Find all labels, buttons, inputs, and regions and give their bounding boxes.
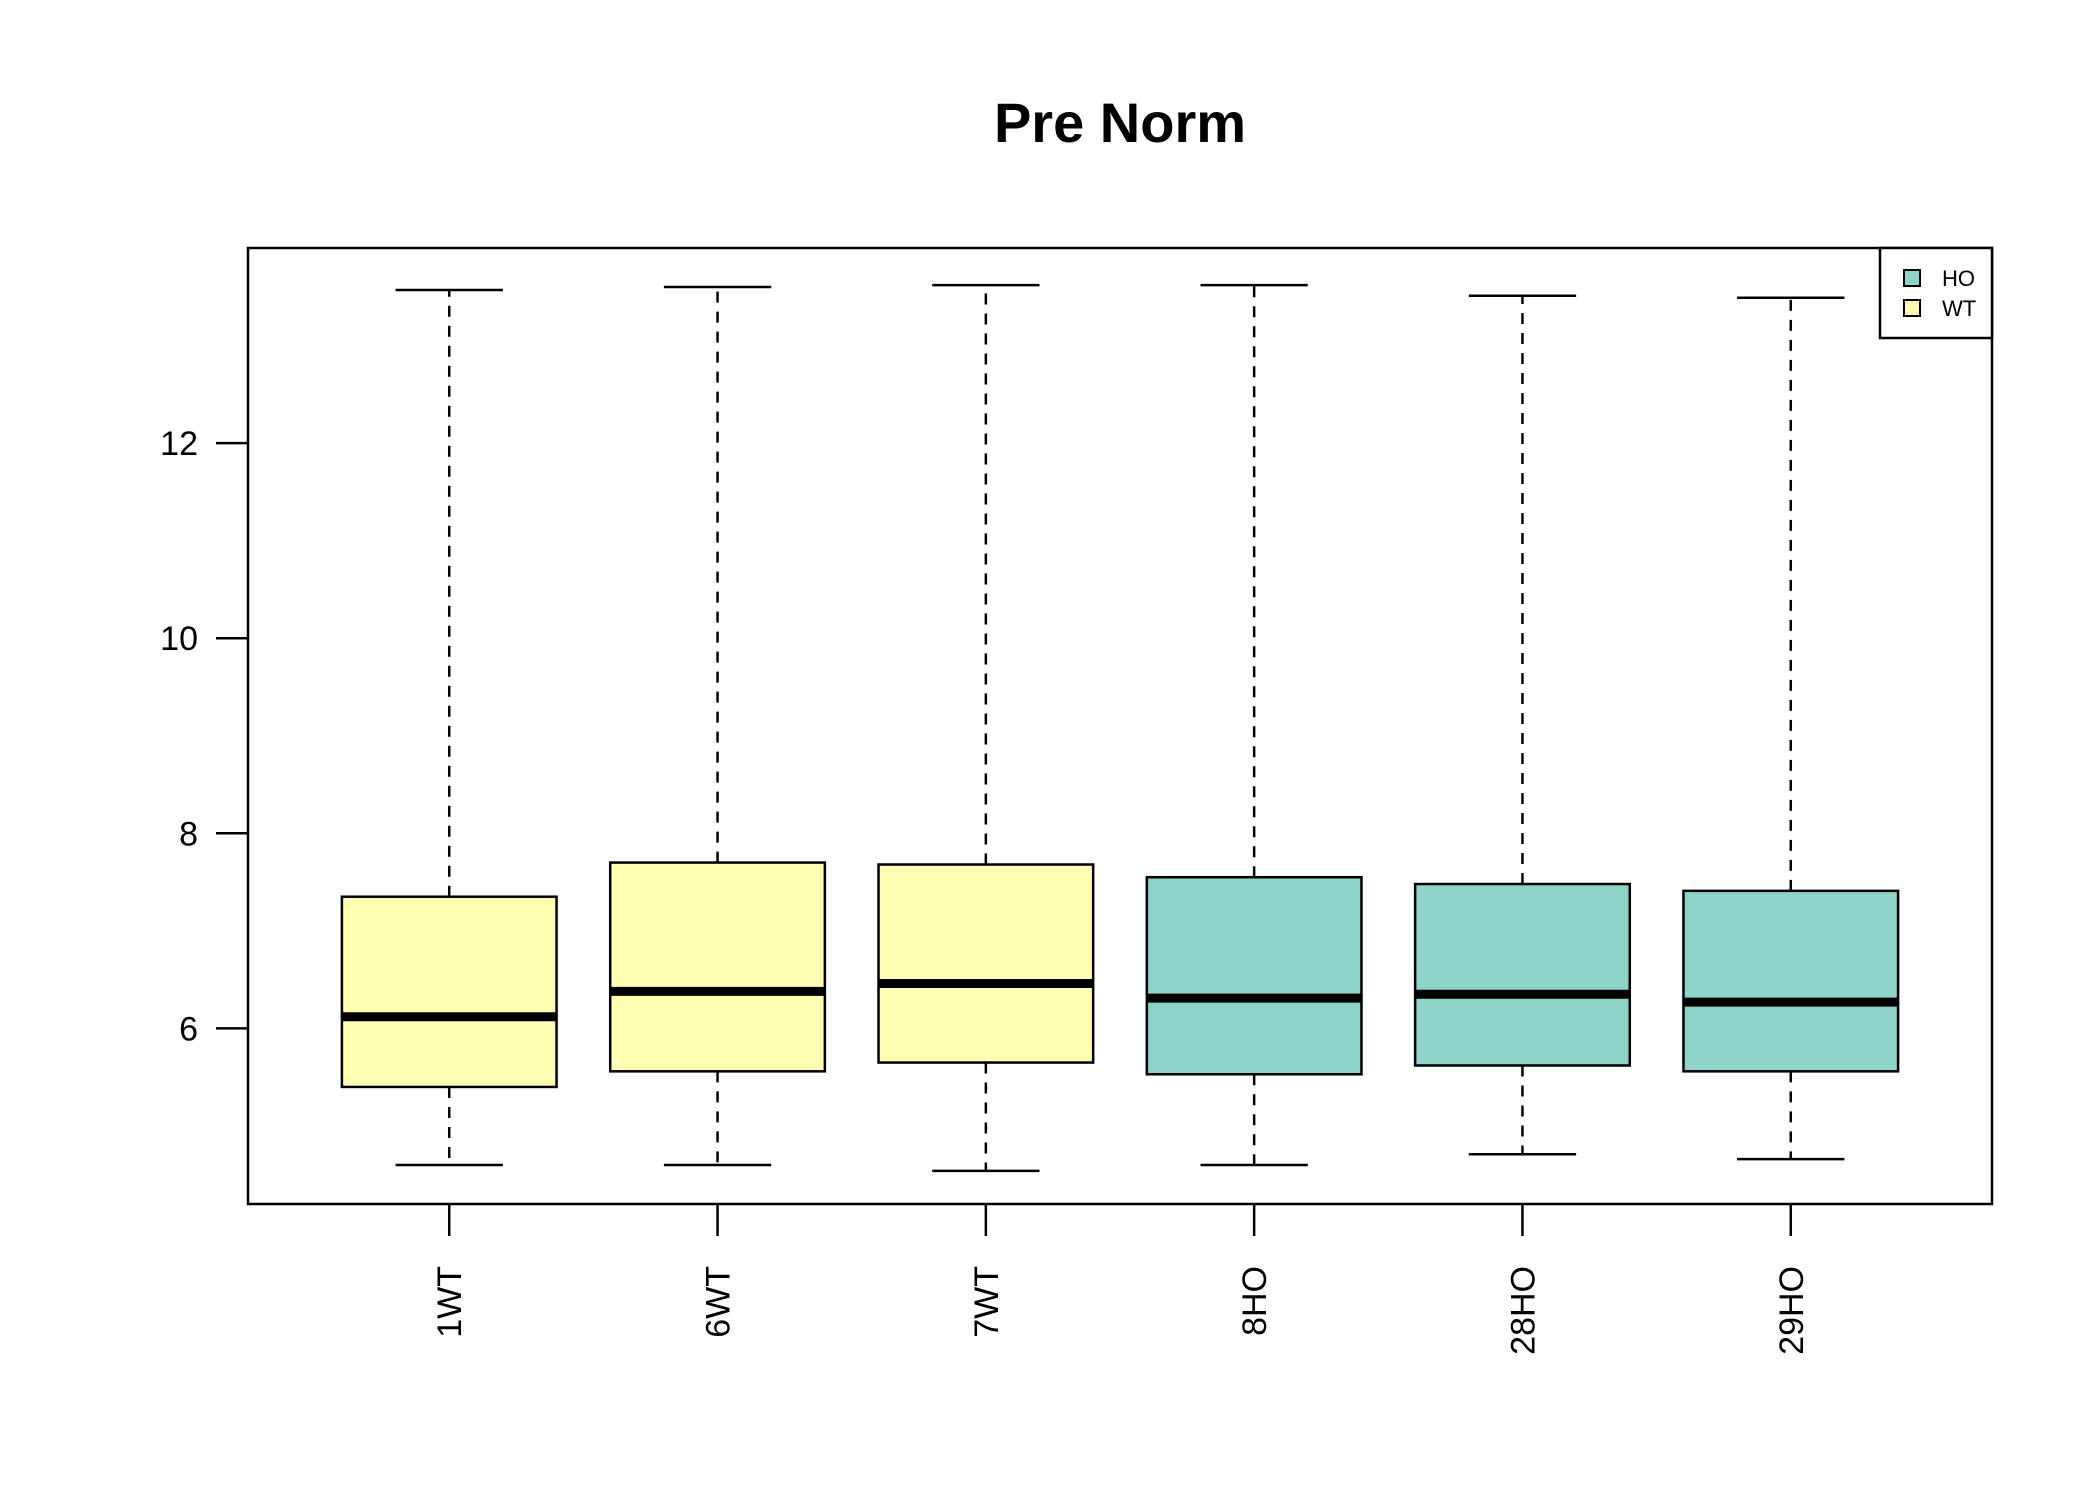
legend-box <box>1878 246 1994 340</box>
box-28HO <box>1413 294 1632 1156</box>
y-tick-label: 6 <box>179 1010 198 1048</box>
box-7WT <box>877 283 1095 1173</box>
x-axis: 1WT 6WT 7WT 8HO 28HO 29HO <box>431 1204 1811 1355</box>
x-tick-label: 7WT <box>968 1266 1006 1338</box>
legend-label-WT: WT <box>1942 296 1976 321</box>
x-tick-label: 28HO <box>1504 1266 1542 1355</box>
y-tick-label: 10 <box>160 620 198 658</box>
box-body <box>877 863 1095 1064</box>
legend-swatch-WT <box>1903 299 1921 317</box>
x-tick-label: 6WT <box>700 1266 738 1338</box>
box-6WT <box>608 285 827 1167</box>
box-body <box>608 861 827 1073</box>
y-tick-label: 12 <box>160 425 198 463</box>
y-axis: 6 8 10 12 <box>160 425 248 1048</box>
legend-label-HO: HO <box>1942 266 1975 291</box>
box-body <box>1145 875 1363 1076</box>
box-1WT <box>340 288 558 1167</box>
box-body <box>1413 882 1632 1067</box>
plot-frame <box>246 246 1994 1206</box>
y-tick-label: 8 <box>179 815 198 853</box>
box-8HO <box>1145 283 1363 1167</box>
boxes <box>340 283 1900 1173</box>
chart-title: Pre Norm <box>994 91 1246 154</box>
x-tick-label: 8HO <box>1236 1266 1274 1336</box>
legend: HO WT <box>1878 246 1994 340</box>
box-body <box>1682 889 1900 1073</box>
x-tick-label: 29HO <box>1773 1266 1811 1355</box>
box-body <box>340 895 558 1089</box>
box-29HO <box>1682 296 1900 1161</box>
legend-swatch-HO <box>1903 269 1921 287</box>
x-tick-label: 1WT <box>431 1266 469 1338</box>
